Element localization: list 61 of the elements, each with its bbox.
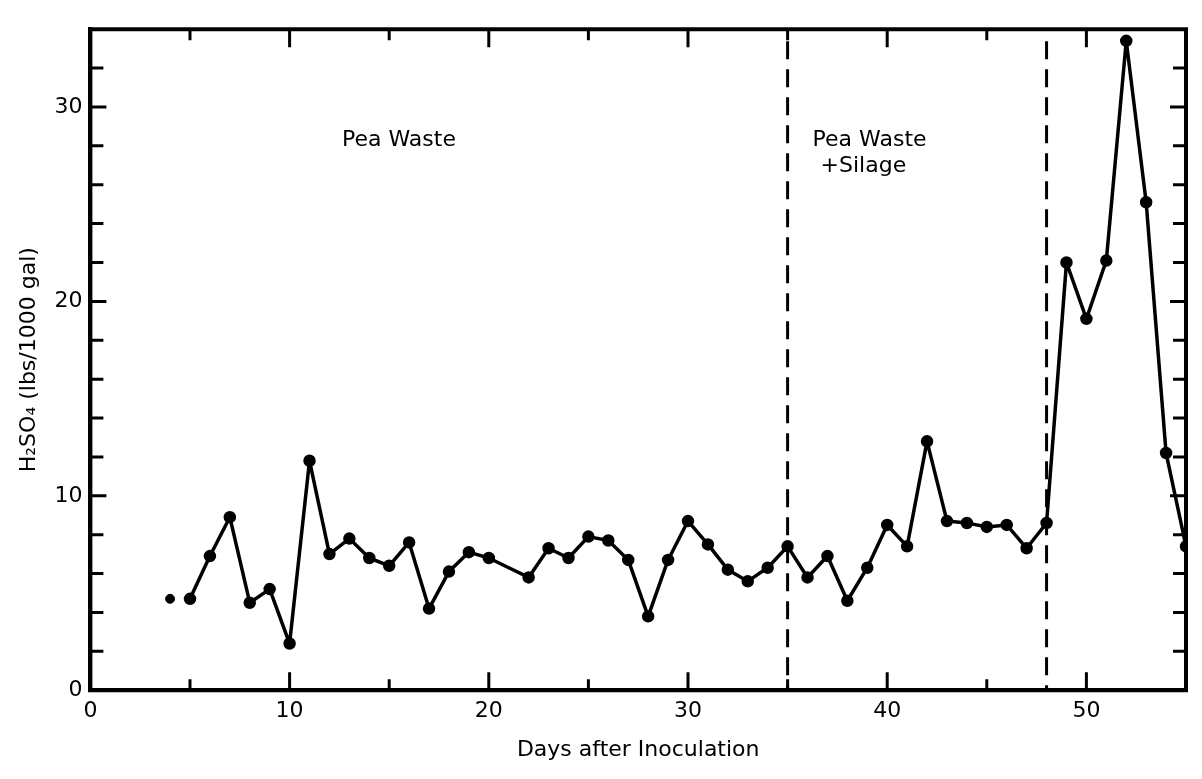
point [263, 582, 276, 596]
point [1100, 254, 1113, 267]
annotation: Pea Waste +Silage [812, 125, 927, 177]
point [661, 553, 675, 567]
point [363, 551, 376, 565]
y-tick-label: 0 [68, 675, 83, 701]
point [602, 534, 615, 547]
point [343, 532, 356, 545]
point [243, 596, 257, 609]
point [582, 530, 595, 543]
point [462, 545, 476, 559]
point [402, 536, 416, 549]
point [761, 561, 774, 574]
point [1080, 312, 1093, 326]
point [821, 549, 834, 563]
point [1060, 256, 1073, 269]
point [900, 540, 914, 553]
point [1139, 195, 1153, 209]
annotation: Pea Waste [342, 125, 456, 151]
point [920, 435, 934, 448]
point [701, 538, 715, 551]
point [960, 516, 974, 530]
point [1020, 542, 1033, 555]
point [1159, 446, 1173, 460]
point [482, 551, 496, 565]
point [203, 549, 217, 563]
point [621, 553, 635, 567]
point [323, 547, 336, 561]
point [940, 514, 954, 528]
point [980, 520, 994, 534]
point [223, 510, 237, 524]
x-tick-label: 10 [275, 697, 304, 723]
point [303, 454, 316, 468]
y-axis-title: H₂SO₄ (lbs/1000 gal) [14, 247, 40, 473]
point [283, 637, 296, 650]
x-tick-label: 50 [1072, 697, 1101, 723]
point [801, 571, 814, 584]
y-tick-label: 10 [54, 481, 83, 507]
x-tick-label: 40 [873, 697, 902, 723]
point [422, 602, 436, 615]
point [1119, 34, 1133, 48]
point [861, 561, 874, 574]
point [442, 565, 456, 578]
point [382, 559, 396, 573]
point [522, 571, 535, 584]
x-tick-label: 20 [474, 697, 503, 723]
point [183, 592, 197, 606]
point [641, 610, 655, 623]
point [841, 594, 854, 608]
point [721, 563, 735, 576]
x-tick-label: 30 [674, 697, 702, 723]
point [1000, 518, 1013, 532]
x-axis-title: Days after Inoculation [516, 735, 760, 761]
point [165, 593, 176, 604]
y-tick-label: 30 [54, 92, 83, 118]
y-tick-label: 20 [54, 287, 83, 313]
point [741, 575, 755, 588]
point [880, 518, 894, 532]
point [542, 542, 555, 555]
point [562, 551, 575, 565]
point [681, 514, 695, 528]
